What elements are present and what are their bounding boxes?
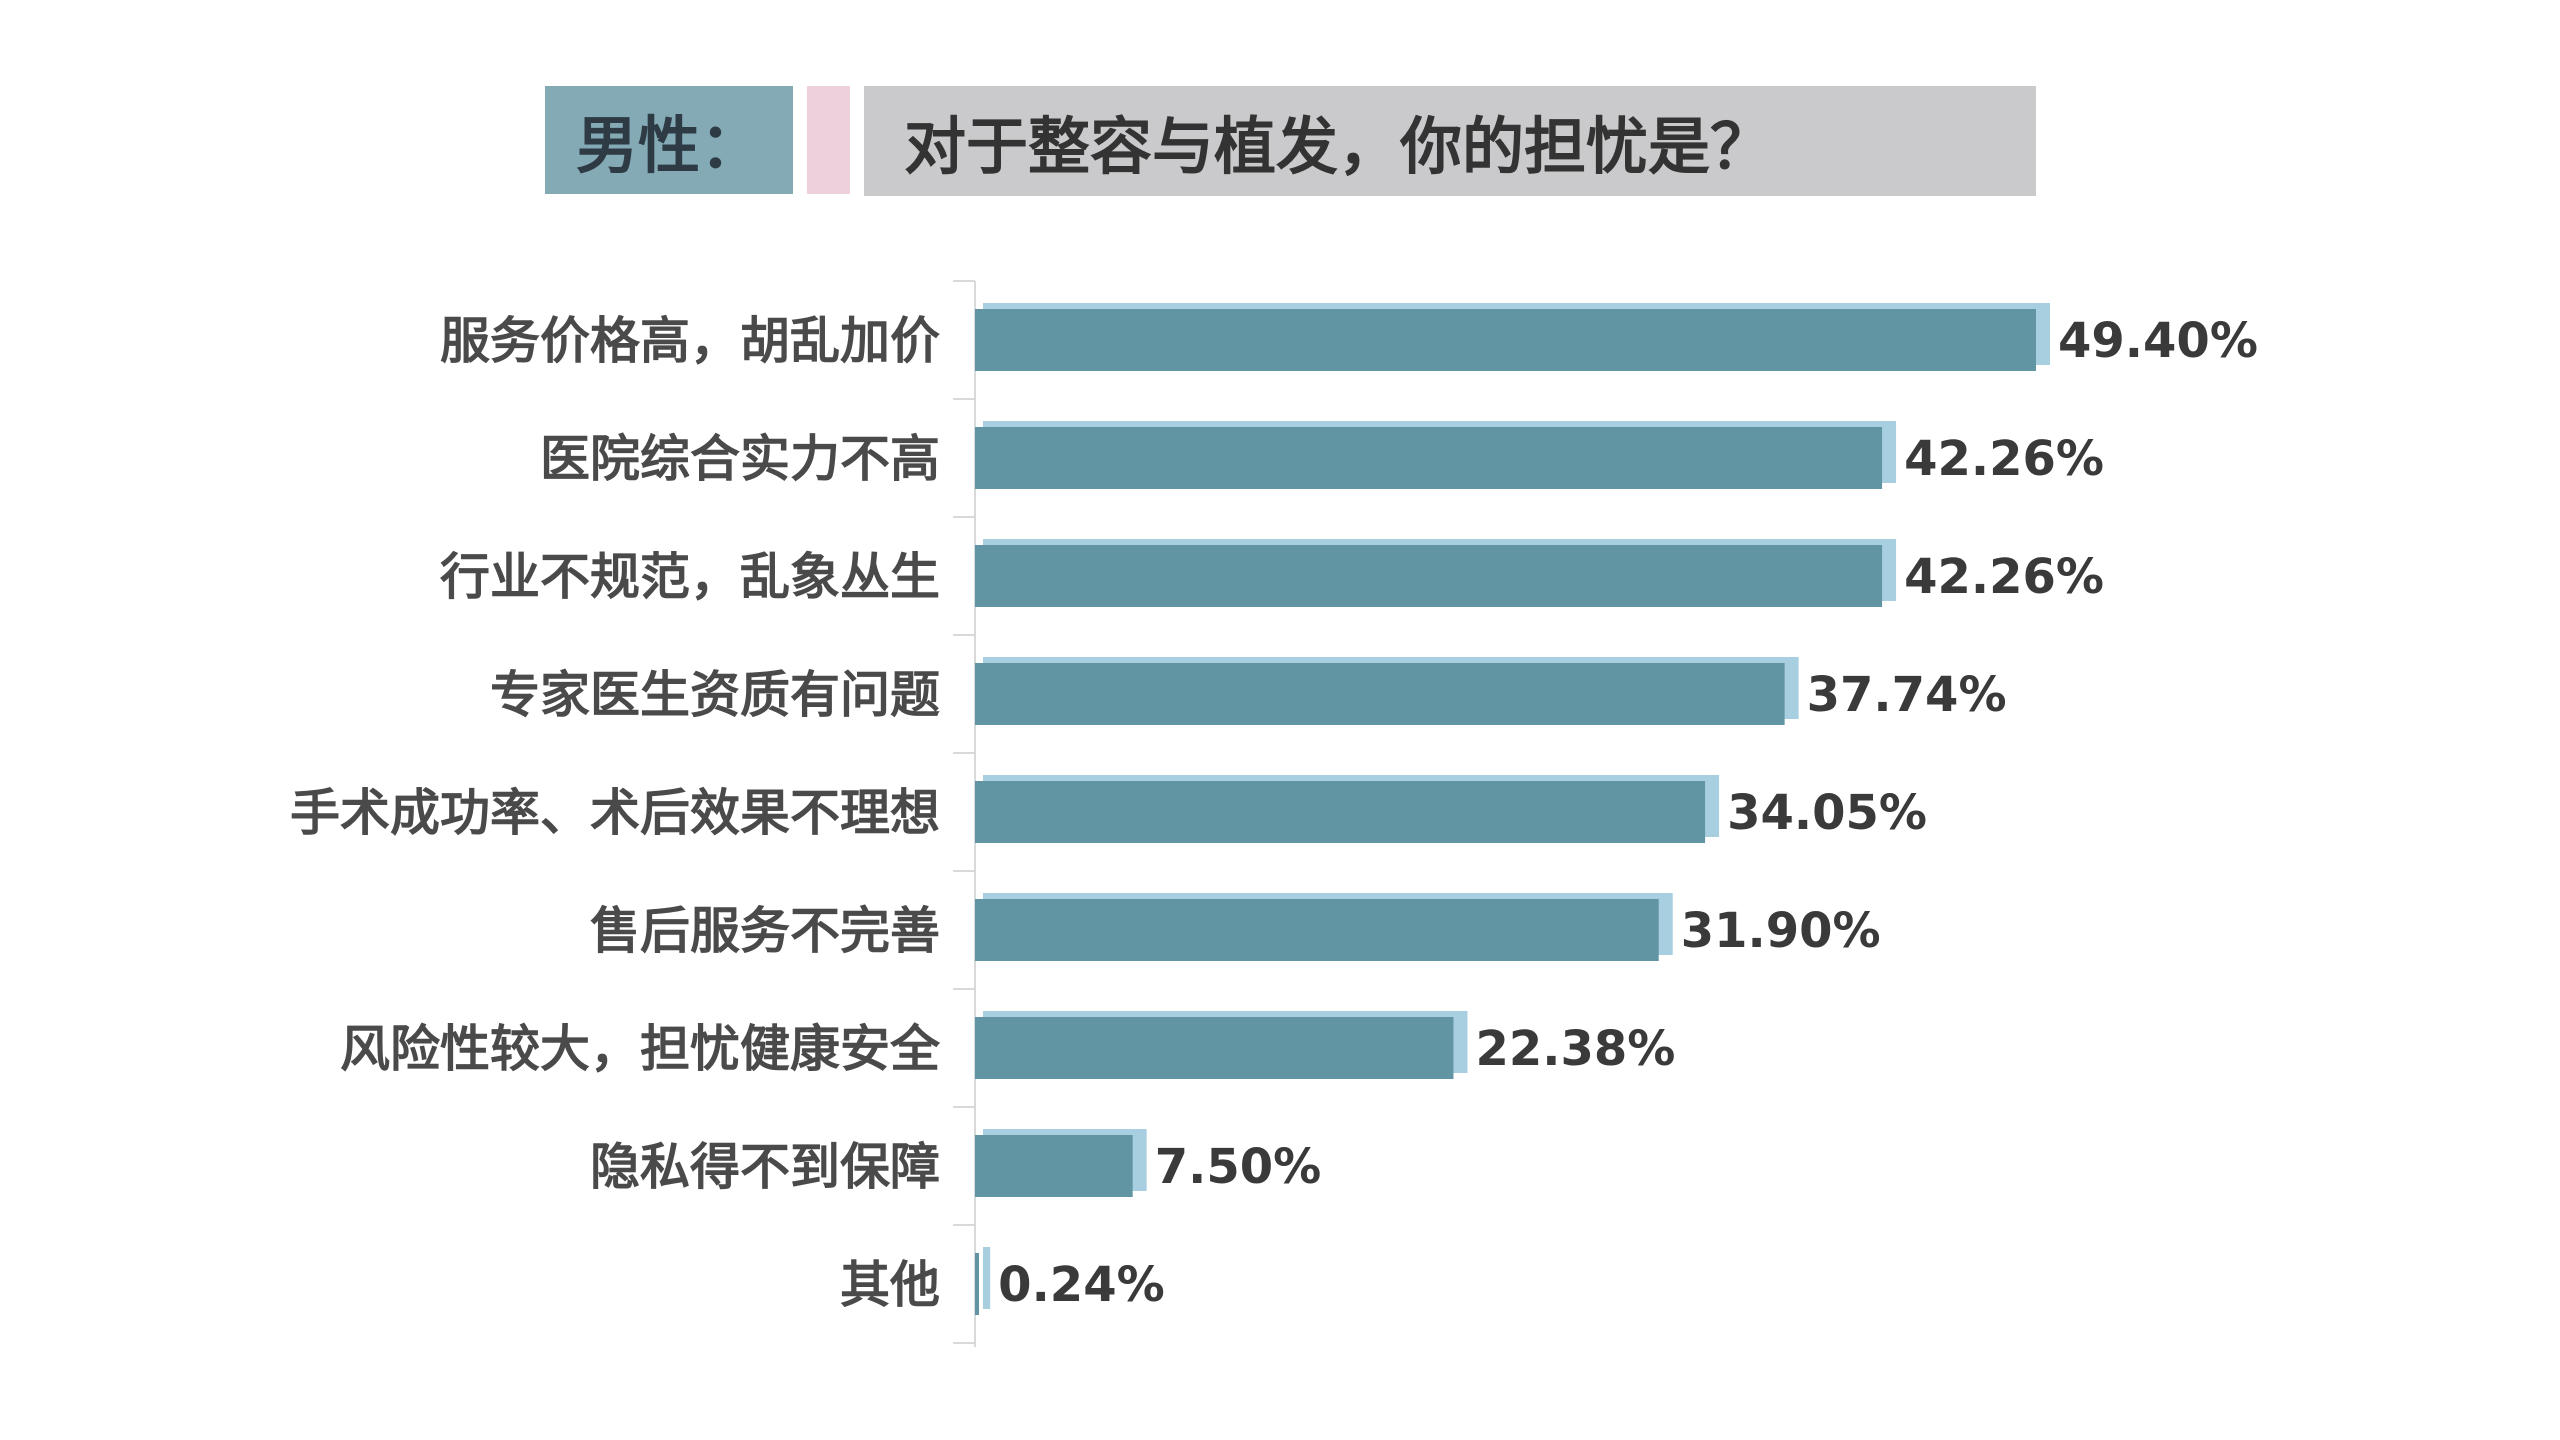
question-title: 对于整容与植发，你的担忧是？ [864,86,2036,196]
gender-label: 男性： [545,86,793,194]
data-label: 37.74% [1807,667,2007,723]
data-label: 0.24% [998,1257,1165,1313]
bar [975,1017,1454,1079]
data-label: 34.05% [1727,785,1927,841]
bar-shadow [983,1247,991,1309]
bar [975,427,1883,489]
bar [975,1253,979,1315]
bar [975,663,1785,725]
data-label: 49.40% [2058,313,2258,369]
category-label: 医院综合实力不高 [540,430,940,488]
data-label: 42.26% [1904,549,2104,605]
title-accent-block [807,86,850,194]
bar [975,899,1659,961]
data-label: 22.38% [1475,1021,1675,1077]
category-label: 行业不规范，乱象丛生 [440,548,940,606]
title-bar: 男性： 对于整容与植发，你的担忧是？ [545,86,2036,196]
data-label: 42.26% [1904,431,2104,487]
bars-layer [975,303,2050,1315]
bar [975,781,1706,843]
category-label: 手术成功率、术后效果不理想 [290,784,940,842]
category-label: 风险性较大，担忧健康安全 [340,1020,941,1078]
data-label: 7.50% [1155,1139,1322,1195]
labels-layer: 服务价格高，胡乱加价 49.40% 医院综合实力不高 42.26% 行业不规范，乱象丛生… [290,312,2258,1314]
category-label: 专家医生资质有问题 [490,666,940,724]
data-label: 31.90% [1681,903,1881,959]
category-label: 隐私得不到保障 [590,1138,940,1196]
bar [975,545,1883,607]
category-label: 售后服务不完善 [590,902,940,960]
category-label: 其他 [840,1256,940,1314]
bar [975,309,2036,371]
bar [975,1135,1133,1197]
category-label: 服务价格高，胡乱加价 [440,312,940,370]
axis-layer [953,280,976,1347]
